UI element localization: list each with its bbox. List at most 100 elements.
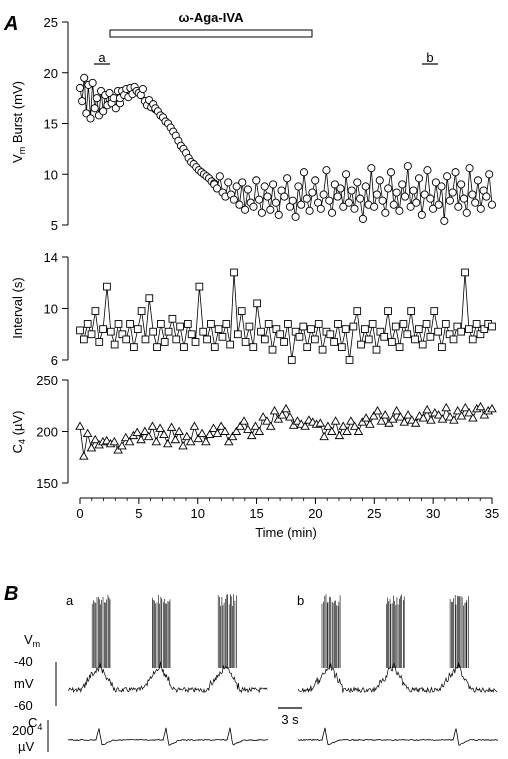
c4-scale-value: 200 <box>12 723 34 738</box>
vm-burst-point <box>305 206 314 215</box>
interval-point <box>187 330 196 339</box>
c4-point <box>258 412 268 421</box>
sweep-a-spike-burst <box>217 594 237 668</box>
interval-point <box>311 335 319 344</box>
vm-burst-point <box>375 176 384 185</box>
interval-point <box>80 335 88 344</box>
c4-point <box>323 421 333 430</box>
interval-point <box>422 320 431 328</box>
vm-burst-point <box>283 174 292 183</box>
c4-point <box>159 429 169 439</box>
c4-point <box>136 434 146 444</box>
c4-point <box>346 416 356 425</box>
vm-burst-point <box>378 196 387 205</box>
c4-point <box>372 405 383 415</box>
interval-chart: Interval (s) 6 10 14 <box>10 250 496 368</box>
c4-point <box>178 441 188 450</box>
vm-burst-point <box>420 190 429 199</box>
interval-point <box>472 320 481 328</box>
c4-point <box>147 421 158 430</box>
c4-point <box>449 415 459 424</box>
vm-burst-point <box>325 196 334 205</box>
interval-point <box>114 320 123 328</box>
c4-point <box>452 405 463 415</box>
c4-point <box>216 421 226 430</box>
interval-point <box>461 268 469 277</box>
interval-point <box>399 320 408 328</box>
time-x-tick-label: 15 <box>249 506 263 521</box>
vm-burst-point <box>403 162 412 171</box>
interval-point <box>218 332 227 341</box>
interval-point <box>480 325 489 333</box>
vm-burst-point <box>302 194 311 203</box>
sweep-b-spike-burst <box>449 595 469 668</box>
interval-point <box>157 320 165 328</box>
vm-burst-point <box>462 208 471 217</box>
vm-burst-point <box>381 208 390 217</box>
c4-point <box>212 428 223 438</box>
c4-point <box>361 413 371 422</box>
interval-point <box>195 282 204 291</box>
interval-point <box>368 320 377 328</box>
interval-point <box>376 327 385 336</box>
c4-point <box>204 429 215 439</box>
c4-point <box>384 418 394 427</box>
interval-point <box>353 307 362 315</box>
vm-burst-point <box>280 192 289 201</box>
marker-b-label: b <box>426 50 433 65</box>
interval-point <box>207 320 215 328</box>
vm-burst-point <box>448 188 457 197</box>
vm-burst-y-label: Vm Burst (mV) <box>10 81 27 163</box>
c4-y-tick-label: 250 <box>36 373 58 388</box>
interval-point <box>445 330 454 339</box>
c4-point <box>342 426 352 435</box>
interval-point <box>357 340 365 349</box>
c4-point <box>403 410 413 419</box>
interval-point <box>453 322 462 331</box>
vm-burst-point <box>434 200 443 209</box>
vm-burst-point <box>322 166 331 175</box>
interval-point <box>99 325 107 333</box>
interval-point <box>426 332 435 341</box>
c4-point <box>441 402 451 412</box>
vm-burst-y-tick-label: 5 <box>51 218 58 233</box>
interval-point <box>395 343 404 351</box>
c4-point <box>250 421 261 430</box>
interval-point <box>191 338 200 346</box>
interval-point <box>145 294 154 303</box>
c4-point <box>330 416 341 425</box>
interval-point <box>76 326 84 335</box>
vm-burst-y-tick-label: 25 <box>44 15 58 30</box>
interval-point <box>172 335 181 344</box>
vm-burst-point <box>465 164 474 173</box>
interval-point <box>349 322 358 331</box>
vm-scale-bottom: -60 <box>14 698 33 713</box>
vm-burst-point <box>384 184 393 193</box>
sweep-b-c4-trace <box>297 727 499 746</box>
vm-burst-point <box>260 182 269 191</box>
interval-point <box>414 325 423 333</box>
interval-point <box>457 327 466 336</box>
c4-point <box>445 412 455 421</box>
vm-burst-point <box>235 200 244 209</box>
sweep-b-vm-trace <box>297 662 498 694</box>
vm-burst-point <box>445 196 454 205</box>
interval-point <box>130 343 138 351</box>
c4-point <box>418 413 429 422</box>
interval-point <box>272 325 281 333</box>
sweep-a-spike-burst <box>152 595 171 668</box>
vm-burst-point <box>386 168 396 177</box>
vm-burst-point <box>482 192 491 201</box>
interval-point <box>260 335 269 344</box>
interval-point <box>110 340 119 349</box>
c4-point <box>338 421 348 430</box>
interval-point <box>203 335 211 344</box>
interval-point <box>249 343 258 351</box>
vm-burst-point <box>417 210 426 219</box>
interval-point <box>241 338 250 346</box>
vm-burst-point <box>229 195 238 204</box>
vm-burst-point <box>297 200 306 209</box>
interval-point <box>83 320 92 328</box>
vm-burst-point <box>255 195 264 204</box>
interval-point <box>361 325 369 333</box>
